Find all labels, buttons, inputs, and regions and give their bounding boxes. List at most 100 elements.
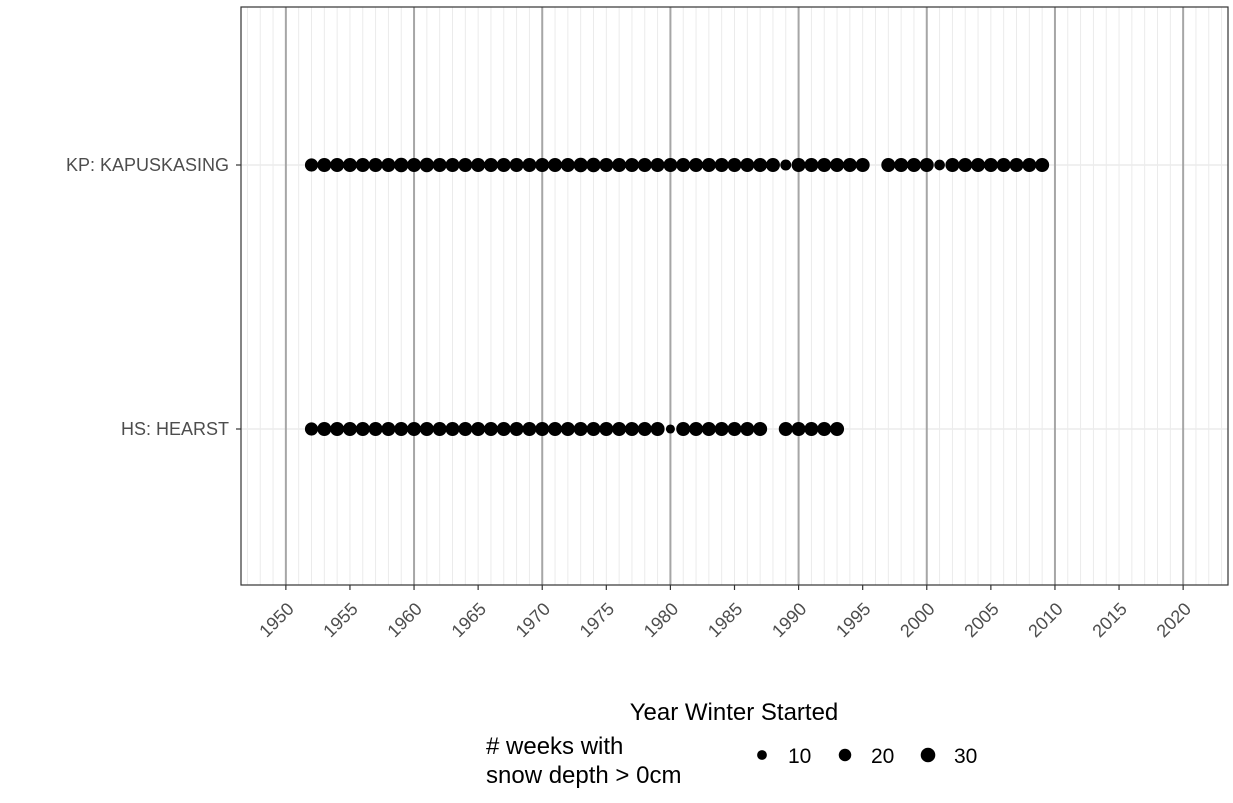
- data-point: [432, 157, 447, 173]
- legend-key: [838, 748, 852, 762]
- data-point: [445, 421, 460, 437]
- data-point: [894, 157, 909, 173]
- data-point: [676, 421, 691, 437]
- data-point: [445, 157, 460, 173]
- data-point: [996, 157, 1011, 173]
- data-point: [612, 157, 627, 173]
- data-point: [471, 157, 486, 173]
- legend-label: 30: [954, 745, 977, 768]
- data-point: [419, 157, 435, 173]
- data-point: [483, 157, 498, 173]
- legend-label: 20: [871, 745, 894, 768]
- data-point: [624, 421, 639, 437]
- data-point: [368, 421, 383, 437]
- data-point: [458, 157, 473, 173]
- data-point: [509, 421, 524, 437]
- data-point: [714, 421, 729, 437]
- data-point: [522, 421, 537, 437]
- data-point: [573, 421, 588, 437]
- data-point: [432, 421, 447, 437]
- data-points: [304, 157, 1050, 437]
- data-point: [740, 157, 755, 173]
- data-point: [881, 157, 896, 173]
- data-point: [727, 157, 742, 173]
- data-point: [983, 157, 998, 173]
- data-point: [612, 421, 627, 437]
- data-point: [381, 421, 396, 437]
- data-point: [496, 157, 511, 173]
- data-point: [342, 421, 357, 437]
- data-point: [727, 421, 742, 437]
- data-point: [791, 421, 806, 437]
- data-point: [394, 157, 409, 173]
- data-point: [701, 157, 716, 173]
- data-point: [958, 157, 973, 173]
- data-point: [817, 157, 832, 173]
- data-point: [830, 157, 845, 173]
- data-point: [830, 421, 845, 437]
- data-point: [804, 157, 819, 173]
- data-point: [906, 157, 921, 173]
- plot-panel: [240, 6, 1229, 586]
- legend-key: [920, 747, 936, 763]
- data-point: [919, 157, 934, 173]
- data-point: [509, 157, 524, 173]
- data-point: [407, 421, 422, 437]
- data-point: [934, 159, 945, 171]
- data-point: [624, 157, 639, 173]
- data-point: [780, 159, 792, 171]
- data-point: [599, 421, 614, 437]
- major-gridlines: [284, 7, 1185, 585]
- data-point: [1035, 157, 1050, 173]
- data-point: [330, 157, 345, 173]
- data-point: [753, 157, 768, 173]
- data-point: [650, 421, 665, 437]
- data-point: [586, 157, 601, 173]
- data-point: [560, 157, 575, 173]
- y-axis: KP: KAPUSKASING HS: HEARST: [66, 155, 241, 439]
- data-point: [778, 421, 793, 437]
- data-point: [304, 158, 319, 172]
- data-point: [304, 422, 319, 436]
- data-point: [535, 157, 550, 173]
- data-point: [342, 157, 357, 173]
- data-point: [842, 157, 857, 173]
- minor-gridlines: [241, 7, 1228, 585]
- legend-keys: 10 20 30: [757, 745, 977, 768]
- data-point: [971, 157, 986, 173]
- data-point: [740, 421, 755, 437]
- data-point: [765, 157, 780, 173]
- data-point: [496, 421, 511, 437]
- data-point: [471, 421, 486, 437]
- data-point: [650, 157, 665, 173]
- data-point: [753, 421, 768, 437]
- data-point: [330, 421, 345, 437]
- data-point: [689, 157, 704, 173]
- data-point: [560, 421, 575, 437]
- data-point: [522, 157, 537, 173]
- data-point: [817, 421, 832, 437]
- data-point: [317, 157, 332, 173]
- data-point: [548, 421, 563, 437]
- data-point: [665, 424, 675, 434]
- data-point: [381, 157, 396, 173]
- y-tick-label: KP: KAPUSKASING: [66, 155, 229, 175]
- size-legend: # weeks with snow depth > 0cm 10 20 30: [486, 733, 977, 789]
- legend-title-line-1: # weeks with: [486, 733, 623, 760]
- data-point: [586, 421, 601, 437]
- data-point: [701, 421, 716, 437]
- data-point: [945, 157, 960, 173]
- data-point: [368, 157, 383, 173]
- data-point: [573, 157, 588, 173]
- data-point: [419, 421, 434, 437]
- data-point: [637, 421, 652, 437]
- legend-label: 10: [788, 745, 811, 768]
- data-point: [548, 157, 563, 173]
- data-point: [637, 157, 652, 173]
- data-point: [458, 421, 473, 437]
- data-point: [394, 421, 409, 437]
- data-point: [535, 421, 550, 437]
- data-point: [855, 157, 870, 173]
- data-point: [804, 421, 819, 437]
